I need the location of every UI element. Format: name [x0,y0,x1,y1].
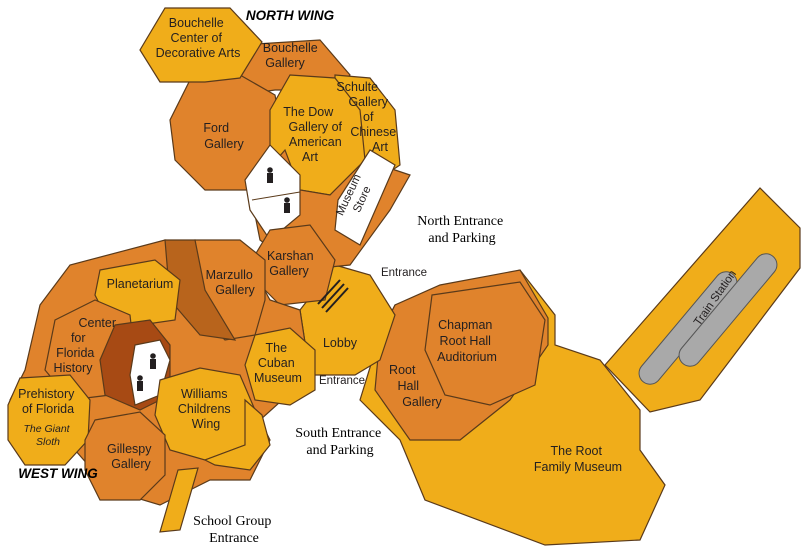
gillespy-gallery-label: Gillespy Gallery [107,442,155,471]
lobby-stairs [317,279,349,313]
karshan-gallery-label: Karshan Gallery [267,249,317,278]
planetarium-label: Planetarium [107,277,174,291]
cuban-museum-label: The Cuban Museum [254,341,302,385]
corridor-cuban [203,398,271,471]
prehistory-of-florida[interactable] [7,374,91,466]
south-entrance-label: South Entrance and Parking [295,426,384,458]
bouchelle-gallery-label: Bouchelle Gallery [263,41,321,70]
school-path [159,467,199,533]
restroom-icon [284,197,290,213]
dow-gallery-label: The Dow Gallery of American Art [283,105,345,164]
ford-gallery-label: Ford Gallery [203,121,244,151]
museum-store[interactable] [334,149,396,246]
restroom-icon [267,167,273,183]
west-wing-label: WEST WING [18,466,98,481]
north-wing-label: NORTH WING [246,8,335,23]
root-family-museum-label: The Root Family Museum [534,444,622,474]
williams-childrens-wing-label: Williams Childrens Wing [178,387,234,431]
chapman-auditorium[interactable] [424,281,546,406]
prehistory-label: Prehistory of Florida [18,387,78,416]
center-florida-history-label: Center for Florida History [54,316,120,375]
entrance-top-label: Entrance [381,267,427,279]
restroom-icon [137,375,143,391]
track-2 [678,253,778,367]
restroom-icon [150,353,156,369]
bouchelle-center-label: Bouchelle Center of Decorative Arts [156,16,241,60]
entrance-bottom-label: Entrance [319,375,365,387]
north-entrance-label: North Entrance and Parking [417,214,506,246]
schulte-gallery-label: Schulte Gallery of Chinese Art [336,80,399,154]
school-entrance-label: School Group Entrance [193,514,275,546]
lobby-label: Lobby [323,336,358,350]
marzullo-gallery-label: Marzullo Gallery [206,268,257,297]
restrooms-north [244,144,301,241]
gillespy-gallery[interactable] [84,411,166,501]
chapman-auditorium-label: Chapman Root Hall Auditorium [437,318,497,364]
root-hall-gallery-label: Root Hall Gallery [389,363,442,409]
bouchelle-center[interactable] [139,7,263,83]
cuban-museum[interactable] [244,327,316,406]
giant-sloth-label: The Giant Sloth [23,423,72,448]
